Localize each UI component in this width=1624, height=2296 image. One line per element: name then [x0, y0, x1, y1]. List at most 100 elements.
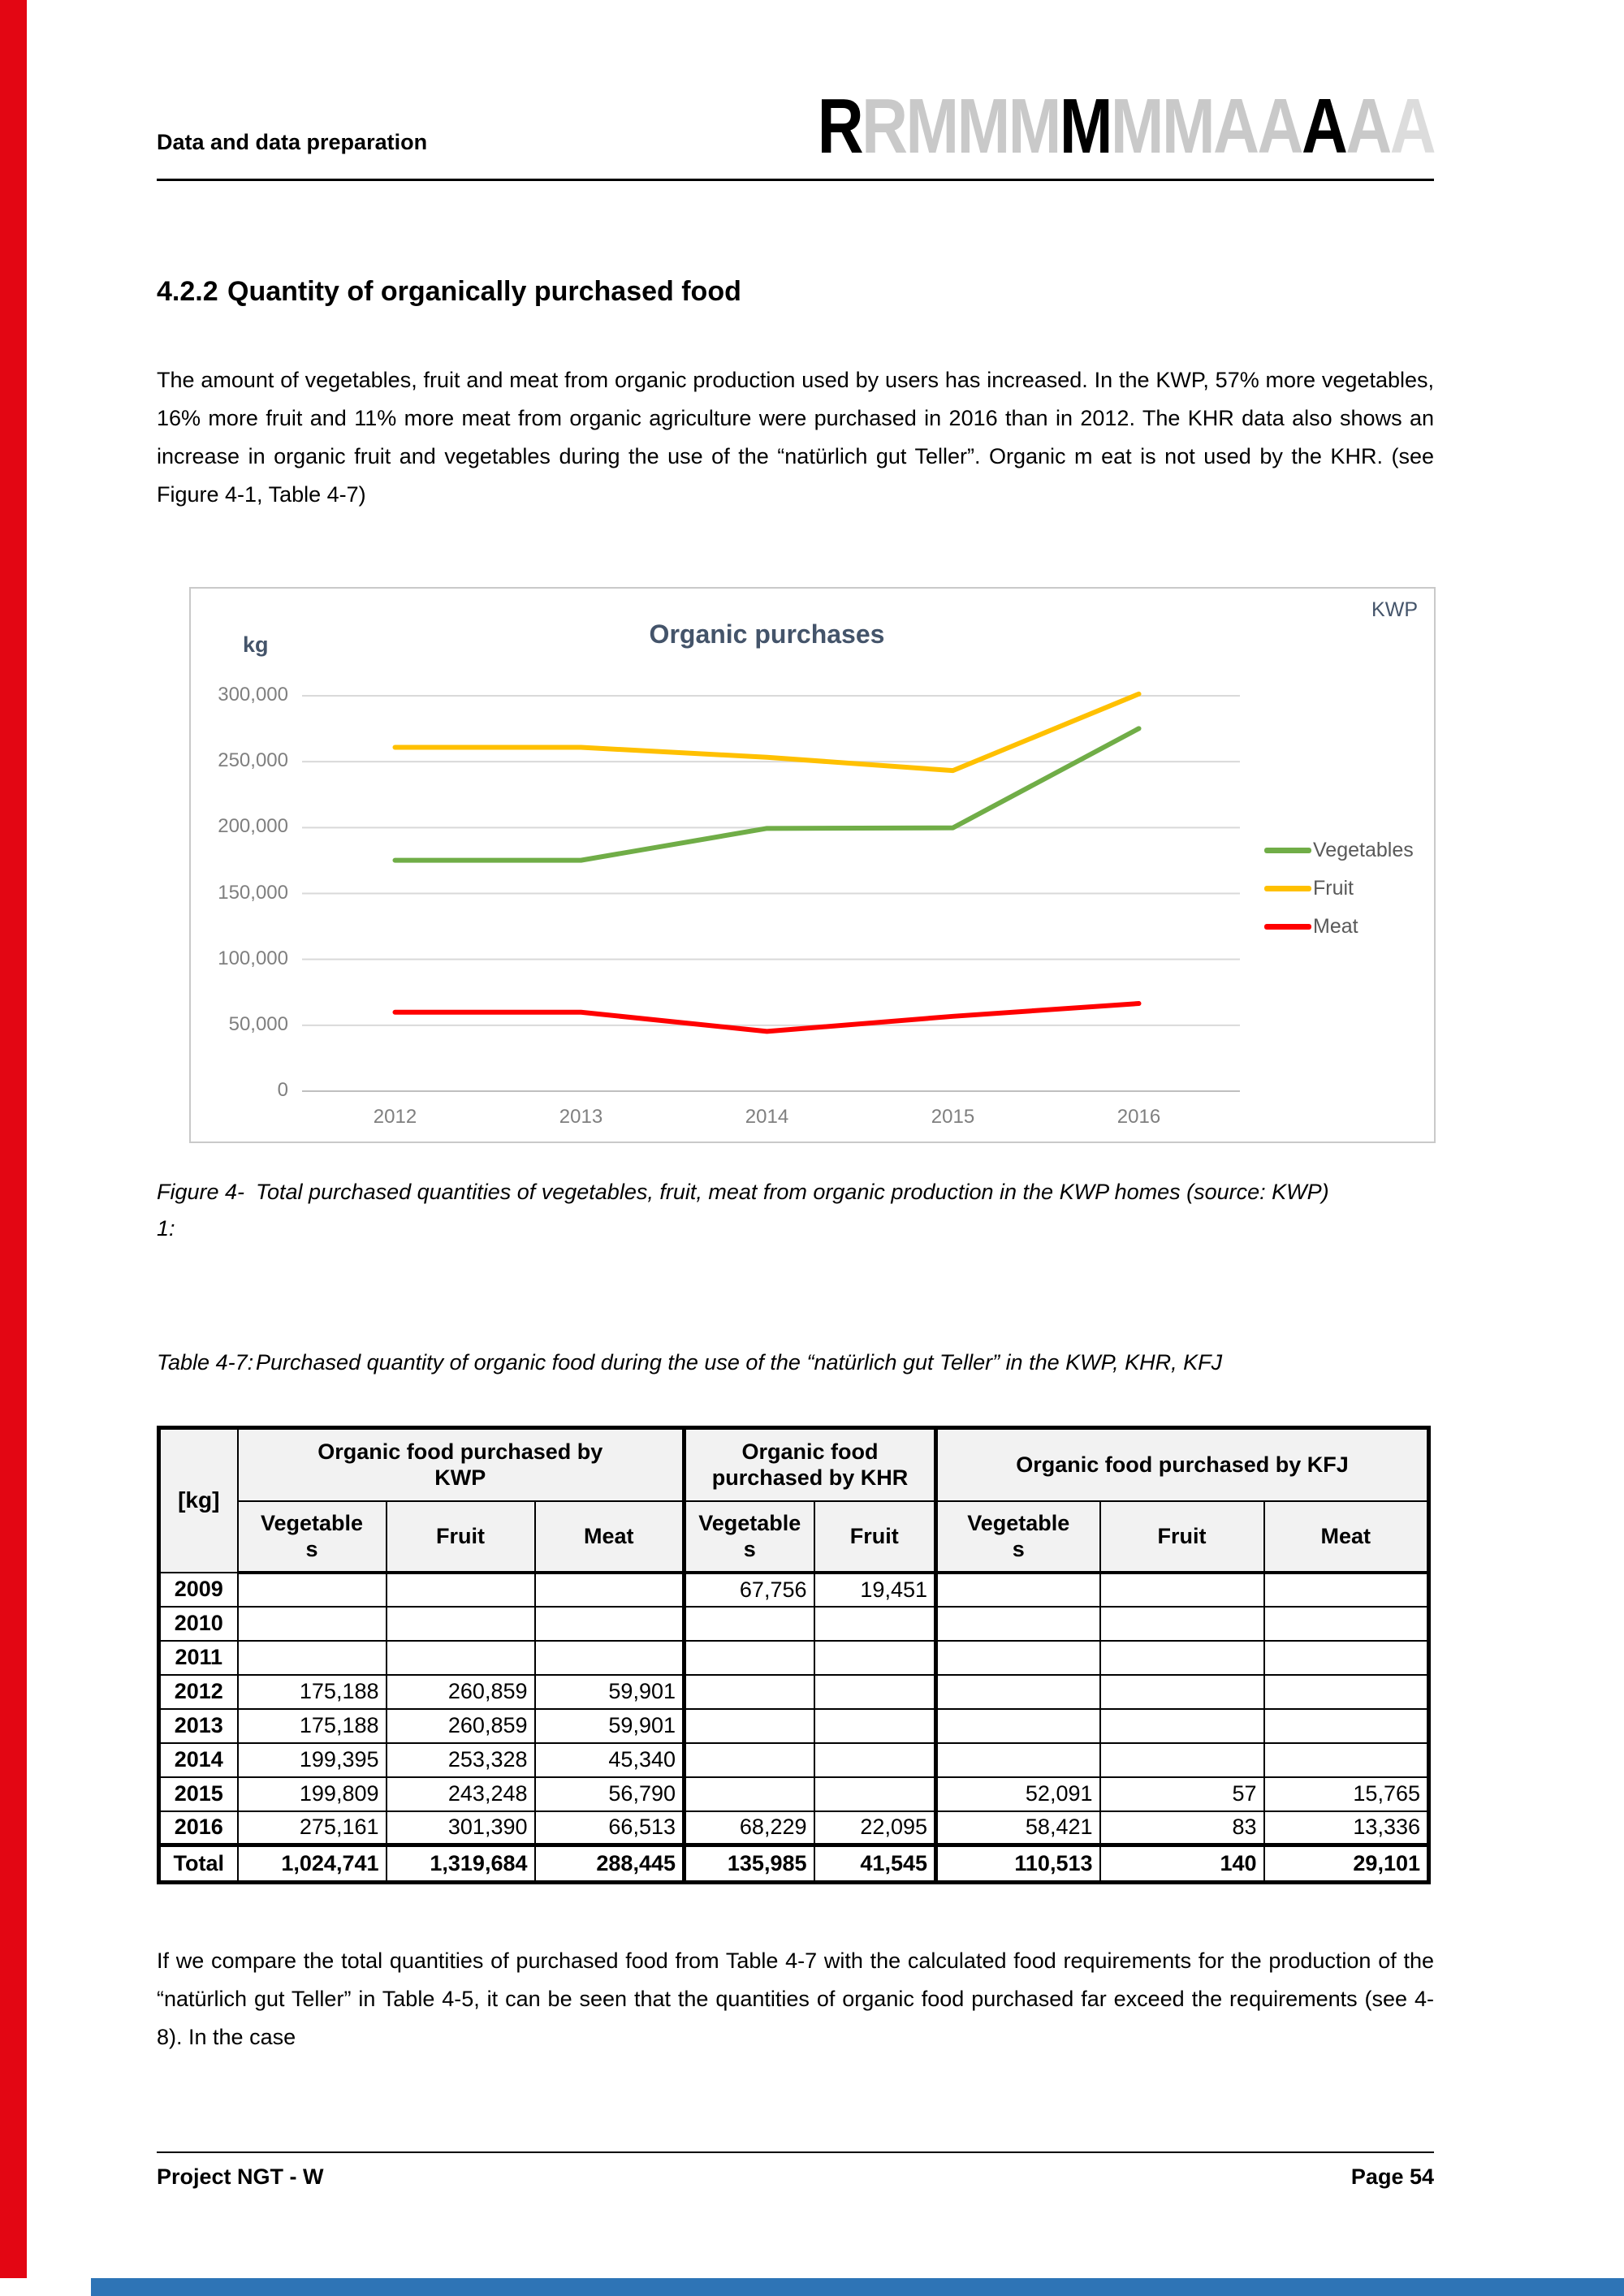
logo-letter: M — [1008, 83, 1062, 170]
table-row: 2010 — [158, 1605, 1430, 1642]
legend-label: Fruit — [1313, 877, 1354, 900]
column-header-kwp-vegetables: Vegetables — [236, 1500, 387, 1574]
heading-number: 4.2.2 — [157, 276, 218, 307]
table-cell: 59,901 — [533, 1673, 686, 1710]
table-cell — [935, 1571, 1101, 1608]
table-caption-label: Table 4-7: — [157, 1350, 254, 1375]
table-cell — [1263, 1707, 1430, 1744]
year-cell: 2013 — [158, 1707, 239, 1744]
column-header-kwp-meat: Meat — [533, 1500, 686, 1574]
table-cell: 15,765 — [1263, 1776, 1430, 1812]
table-row: 2015 199,809 243,248 56,790 52,091 57 15,765 — [158, 1776, 1430, 1812]
table-cell: 288,445 — [533, 1843, 686, 1884]
year-cell: 2015 — [158, 1776, 239, 1812]
legend-item-vegetables: Vegetables — [1264, 837, 1414, 864]
table-cell — [813, 1741, 938, 1778]
table-cell — [813, 1776, 938, 1812]
header-rule — [157, 179, 1434, 181]
table-row: 2014 199,395 253,328 45,340 — [158, 1741, 1430, 1778]
organic-purchases-chart: KWP kg Organic purchases 0 50,000 100,000 1… — [189, 587, 1436, 1143]
table-cell: 58,421 — [935, 1810, 1101, 1846]
year-cell: 2012 — [158, 1673, 239, 1710]
table-cell: 67,756 — [683, 1571, 815, 1608]
y-axis-label: 100,000 — [218, 947, 288, 969]
legend-label: Vegetables — [1313, 839, 1414, 861]
logo-letter: M — [1110, 83, 1164, 170]
data-table: [kg] Organic food purchased by KWP Organ… — [157, 1426, 1431, 1884]
table-cell — [1099, 1707, 1265, 1744]
table-cell: 68,229 — [683, 1810, 815, 1846]
running-head: Data and data preparation — [157, 130, 428, 154]
chart-title: Organic purchases — [649, 619, 885, 649]
table-cell — [813, 1673, 938, 1710]
table-cell: 140 — [1099, 1843, 1265, 1884]
logo-letter: A — [1213, 83, 1259, 170]
table-cell — [385, 1639, 536, 1676]
chart-corner-label: KWP — [1371, 598, 1418, 621]
table-row: 2012 175,188 260,859 59,901 — [158, 1673, 1430, 1710]
table-cell: 83 — [1099, 1810, 1265, 1846]
table-cell — [1099, 1673, 1265, 1710]
table-cell: 175,188 — [236, 1673, 387, 1710]
table-cell — [935, 1673, 1101, 1710]
table-cell — [683, 1605, 815, 1642]
x-axis-label: 2015 — [931, 1106, 975, 1128]
table-cell — [1263, 1639, 1430, 1676]
table-cell: 66,513 — [533, 1810, 686, 1846]
total-row: Total 1,024,741 1,319,684 288,445 135,985 41,… — [158, 1843, 1430, 1884]
table-caption-text: Purchased quantity of organic food durin… — [256, 1350, 1223, 1375]
table-row: 2009 67,756 19,451 — [158, 1571, 1430, 1608]
table-cell — [533, 1639, 686, 1676]
figure-caption-text: Total purchased quantities of vegetables… — [256, 1180, 1329, 1204]
table-cell — [1263, 1673, 1430, 1710]
left-accent-bar — [0, 0, 27, 2278]
table-cell — [385, 1605, 536, 1642]
table-cell — [533, 1605, 686, 1642]
chart-legend: Vegetables Fruit Meat — [1264, 837, 1414, 952]
table-cell: 1,024,741 — [236, 1843, 387, 1884]
column-header-khr-fruit: Fruit — [813, 1500, 938, 1574]
bottom-accent-bar — [91, 2278, 1624, 2296]
figure-caption-label: Figure 4-1: — [157, 1180, 245, 1241]
table-cell: 59,901 — [533, 1707, 686, 1744]
table-caption: Table 4-7: Purchased quantity of organic… — [157, 1344, 1434, 1381]
logo-letter: A — [1389, 83, 1436, 170]
table-cell: 110,513 — [935, 1843, 1101, 1884]
table-cell — [1099, 1605, 1265, 1642]
table-cell: 175,188 — [236, 1707, 387, 1744]
chart-series-line-fruit — [392, 691, 1142, 774]
column-header-kfj-fruit: Fruit — [1099, 1500, 1265, 1574]
table-cell: 260,859 — [385, 1707, 536, 1744]
table-cell — [236, 1605, 387, 1642]
table-body: 2009 67,756 19,451 2010 2011 2012 175,188 260,8… — [158, 1571, 1430, 1884]
column-header-kfj-vegetables: Vegetables — [935, 1500, 1101, 1574]
table-cell: 45,340 — [533, 1741, 686, 1778]
table-cell — [683, 1741, 815, 1778]
footer-rule — [157, 2151, 1434, 2153]
column-header-khr-vegetables: Vegetables — [683, 1500, 815, 1574]
logo-letter: M — [905, 83, 959, 170]
table-cell: 275,161 — [236, 1810, 387, 1846]
heading-title: Quantity of organically purchased food — [227, 276, 741, 307]
table-cell — [683, 1776, 815, 1812]
table-cell: 199,809 — [236, 1776, 387, 1812]
table-cell: 253,328 — [385, 1741, 536, 1778]
table-cell: 19,451 — [813, 1571, 938, 1608]
legend-swatch — [1264, 848, 1311, 853]
table-cell — [683, 1639, 815, 1676]
table-cell — [1099, 1571, 1265, 1608]
table-cell: 243,248 — [385, 1776, 536, 1812]
table-cell: 260,859 — [385, 1673, 536, 1710]
table-cell: 29,101 — [1263, 1843, 1430, 1884]
year-cell: 2016 — [158, 1810, 239, 1846]
table-cell — [1263, 1571, 1430, 1608]
table-cell — [813, 1639, 938, 1676]
legend-item-meat: Meat — [1264, 913, 1414, 940]
chart-canvas — [302, 691, 1240, 1092]
footer-page-number: Page 54 — [1350, 2164, 1434, 2189]
table-cell: 301,390 — [385, 1810, 536, 1846]
logo-letter: A — [1345, 83, 1392, 170]
table-cell: 52,091 — [935, 1776, 1101, 1812]
rma-logo: RRMMMMMMAAAAA — [818, 88, 1436, 166]
